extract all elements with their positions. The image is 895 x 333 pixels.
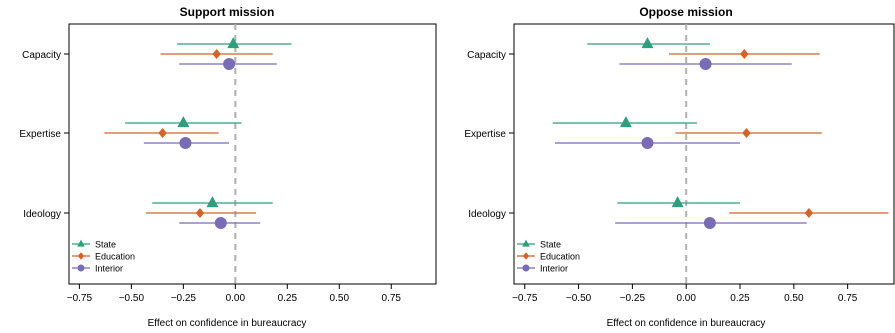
diamond-icon [77,252,85,260]
x-axis-label: Effect on confidence in bureaucracy [148,318,307,329]
point-estimate-education [804,208,814,218]
legend-label: Interior [95,264,123,274]
x-tick-label: 0.75 [382,293,402,304]
panel-title: Oppose mission [639,5,732,19]
circle-icon [77,264,85,272]
circle-icon [522,264,530,272]
y-tick-label: Ideology [468,209,506,220]
point-estimate-state [206,196,219,208]
point-estimate-education [195,208,205,218]
plot-frame [68,23,437,285]
point-estimate-education [742,128,751,138]
x-tick-label: 0.50 [784,293,804,304]
point-estimate-interior [214,217,227,229]
panel-oppose-mission: Oppose mission Effect on confidence in b… [464,5,895,329]
legend-label: State [95,240,116,250]
point-estimate-state [177,116,190,128]
y-tick-label: Ideology [23,209,61,220]
point-estimate-interior [703,217,716,229]
x-tick-label: 0.25 [278,293,298,304]
legend-label: Education [95,252,135,262]
x-tick-label: 0.75 [838,293,858,304]
point-estimate-interior [641,137,654,149]
point-estimate-state [641,37,654,49]
x-tick-label: 0.50 [330,293,350,304]
x-tick-label: 0.00 [226,293,246,304]
x-tick-label: 0.25 [730,293,750,304]
point-estimate-interior [223,58,236,70]
x-tick-label: 0.00 [676,293,696,304]
y-tick-label: Capacity [22,50,61,61]
point-estimate-education [212,49,221,59]
x-tick-label: −0.75 [512,293,538,304]
point-estimate-education [740,49,749,59]
y-tick-label: Expertise [19,129,61,140]
triangle-up-icon [77,239,85,247]
x-tick-label: −0.50 [566,293,592,304]
y-tick-label: Expertise [464,129,506,140]
legend: State Education Interior [72,240,135,274]
panel-support-mission: Support mission Effect on confidence in … [19,5,437,329]
legend: State Education Interior [517,240,580,274]
legend-label: State [540,240,561,250]
x-axis-label: Effect on confidence in bureaucracy [607,318,766,329]
point-estimate-interior [699,58,712,70]
y-tick-label: Capacity [467,50,506,61]
triangle-up-icon [522,239,530,247]
legend-label: Education [540,252,580,262]
x-tick-label: −0.25 [171,293,197,304]
x-tick-label: −0.50 [119,293,145,304]
x-tick-label: −0.75 [67,293,93,304]
point-estimate-state [227,37,240,49]
x-tick-label: −0.25 [620,293,646,304]
point-estimate-state [671,196,684,208]
legend-label: Interior [540,264,568,274]
diamond-icon [522,252,530,260]
point-estimate-interior [179,137,192,149]
point-estimate-state [619,116,632,128]
point-estimate-education [158,128,167,138]
plot-frame [513,23,895,285]
panel-title: Support mission [180,5,275,19]
